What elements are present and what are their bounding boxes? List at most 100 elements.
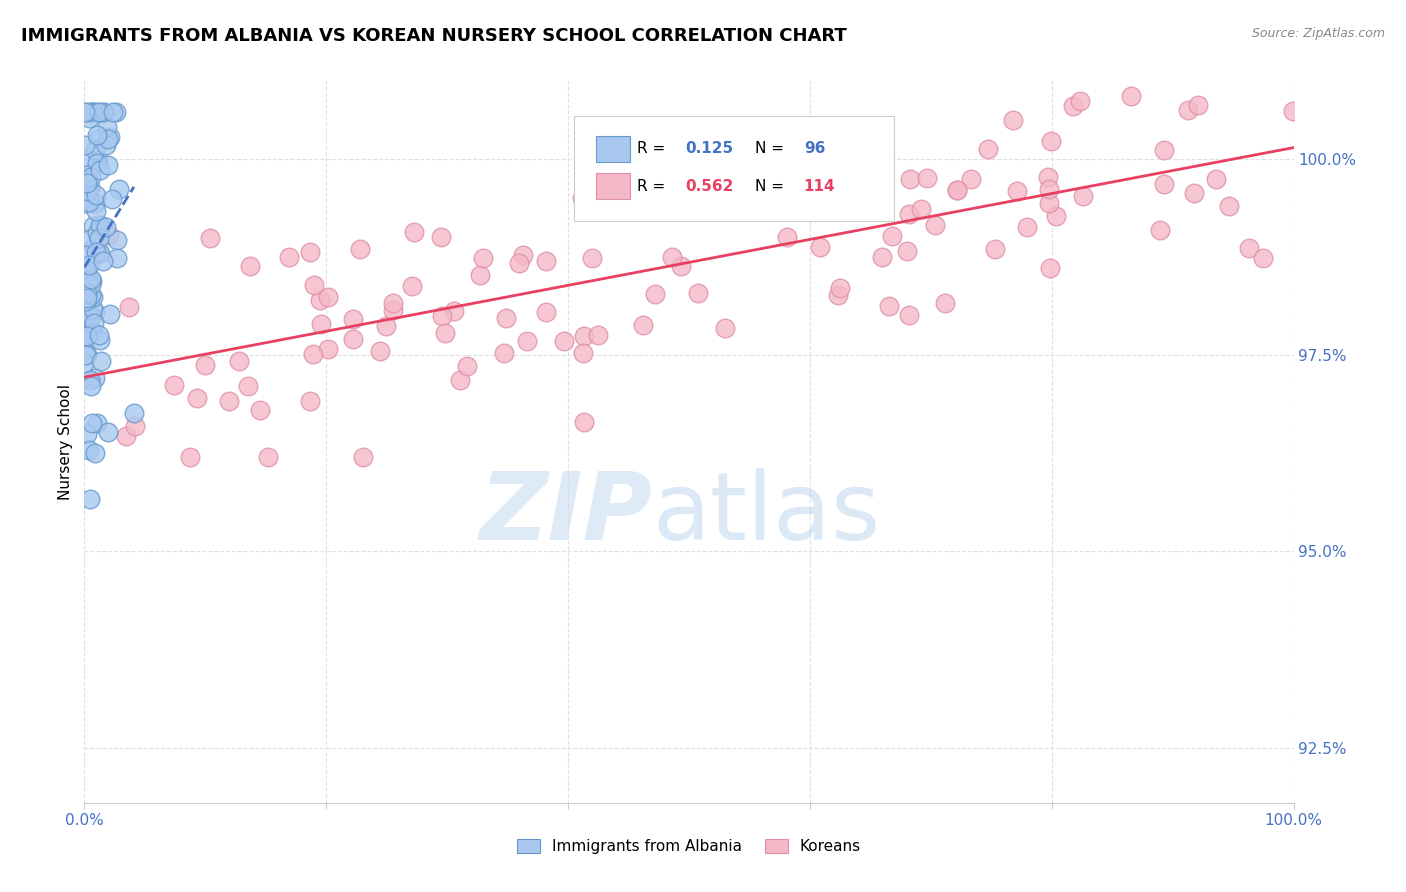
Point <box>90 354 112 368</box>
Point <box>810 240 832 254</box>
Point <box>75 314 97 328</box>
Point <box>82 290 104 304</box>
Point <box>76 347 98 361</box>
Point <box>752 155 775 169</box>
Point <box>311 317 333 331</box>
Point <box>984 242 1007 256</box>
Point <box>342 312 364 326</box>
Bar <box>596 173 630 200</box>
Text: 114: 114 <box>804 179 835 194</box>
Point <box>811 129 834 144</box>
Point <box>877 299 900 313</box>
Point <box>516 334 538 348</box>
Text: N =: N = <box>755 142 789 156</box>
Point <box>79 180 101 194</box>
Point <box>75 267 97 281</box>
Point <box>105 233 128 247</box>
Point <box>89 333 111 347</box>
Bar <box>596 136 630 162</box>
Point <box>76 426 98 441</box>
Text: R =: R = <box>637 142 671 156</box>
Point <box>82 301 104 316</box>
Text: R =: R = <box>637 179 671 194</box>
Point <box>917 170 939 185</box>
Point <box>896 244 918 259</box>
Text: 0.125: 0.125 <box>685 142 734 156</box>
Point <box>97 425 120 439</box>
Point <box>83 446 105 460</box>
Point <box>581 251 603 265</box>
Point <box>75 169 97 183</box>
Point <box>401 279 423 293</box>
Point <box>1038 182 1060 196</box>
Point <box>924 218 946 232</box>
Point <box>77 442 100 457</box>
Point <box>84 305 107 319</box>
Point <box>309 293 332 307</box>
Point <box>194 359 217 373</box>
Point <box>80 104 103 119</box>
Point <box>1073 188 1095 202</box>
Point <box>828 281 851 295</box>
Point <box>796 169 818 183</box>
Point <box>1039 260 1062 275</box>
Point <box>87 153 110 167</box>
Point <box>118 300 141 314</box>
Point <box>342 332 364 346</box>
Legend: Immigrants from Albania, Koreans: Immigrants from Albania, Koreans <box>510 833 868 860</box>
Point <box>73 299 96 313</box>
Point <box>381 296 404 310</box>
Point <box>1149 223 1171 237</box>
Point <box>83 371 105 385</box>
Point <box>77 275 100 289</box>
Point <box>89 221 111 235</box>
Point <box>349 242 371 256</box>
Point <box>1153 144 1175 158</box>
Point <box>108 182 131 196</box>
Point <box>93 104 115 119</box>
Text: atlas: atlas <box>652 467 882 560</box>
Point <box>1237 241 1260 255</box>
Point <box>91 104 114 119</box>
Point <box>89 246 111 260</box>
Point <box>86 155 108 169</box>
Point <box>945 183 967 197</box>
Point <box>86 128 108 142</box>
Point <box>75 348 97 362</box>
Point <box>803 165 825 179</box>
Point <box>648 164 671 178</box>
Point <box>75 153 97 167</box>
Point <box>599 135 621 149</box>
Point <box>239 260 262 274</box>
Point <box>352 450 374 465</box>
Point <box>1218 199 1240 213</box>
Point <box>898 308 921 322</box>
Point <box>1038 170 1060 185</box>
Point <box>87 328 110 343</box>
Point <box>574 415 596 429</box>
Point <box>1253 251 1275 265</box>
Point <box>776 230 799 244</box>
Point <box>91 253 114 268</box>
Point <box>1187 97 1209 112</box>
Point <box>432 310 454 324</box>
Point <box>633 318 655 332</box>
Point <box>83 316 105 330</box>
Point <box>86 131 108 145</box>
Point <box>77 184 100 198</box>
Point <box>80 416 103 430</box>
Point <box>86 204 108 219</box>
Point <box>827 288 849 302</box>
Point <box>76 172 98 186</box>
Point <box>471 252 494 266</box>
Point <box>96 120 118 134</box>
Point <box>586 327 609 342</box>
Point <box>80 271 103 285</box>
Point <box>89 246 111 260</box>
Point <box>572 328 595 343</box>
Point <box>534 254 557 268</box>
Point <box>98 129 121 144</box>
Point <box>83 143 105 157</box>
Point <box>86 416 108 430</box>
Point <box>686 286 709 301</box>
